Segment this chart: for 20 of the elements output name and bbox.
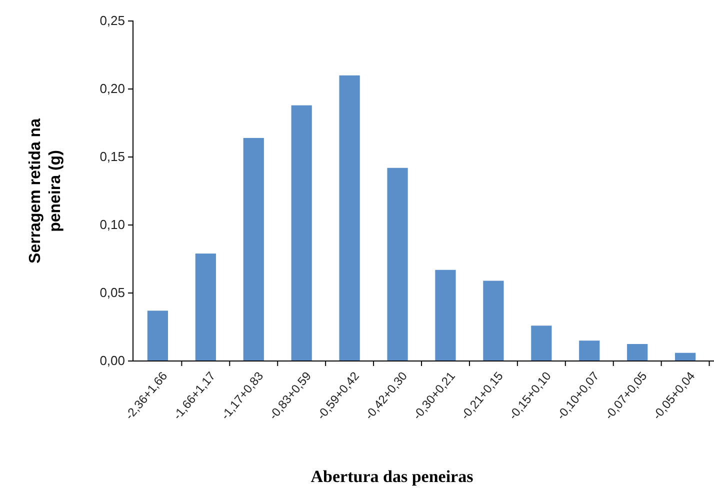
bar xyxy=(531,326,552,361)
y-tick-label: 0,00 xyxy=(100,353,125,368)
bar xyxy=(291,105,312,361)
bar xyxy=(243,138,264,361)
bar xyxy=(435,270,456,361)
bar xyxy=(339,75,360,361)
bar xyxy=(195,254,216,361)
y-tick-label: 0,20 xyxy=(100,81,125,96)
y-tick-label: 0,10 xyxy=(100,217,125,232)
y-tick-label: 0,05 xyxy=(100,285,125,300)
bar xyxy=(674,352,696,361)
bar xyxy=(483,280,504,361)
y-axis-title: Serragem retida na peneira (g) xyxy=(27,118,64,264)
bar xyxy=(147,310,168,361)
bar xyxy=(627,344,648,361)
y-tick-label: 0,25 xyxy=(100,13,125,28)
bar xyxy=(579,340,600,361)
bar xyxy=(387,168,408,361)
y-tick-label: 0,15 xyxy=(100,149,125,164)
x-axis-title: Abertura das peneiras xyxy=(310,467,474,486)
